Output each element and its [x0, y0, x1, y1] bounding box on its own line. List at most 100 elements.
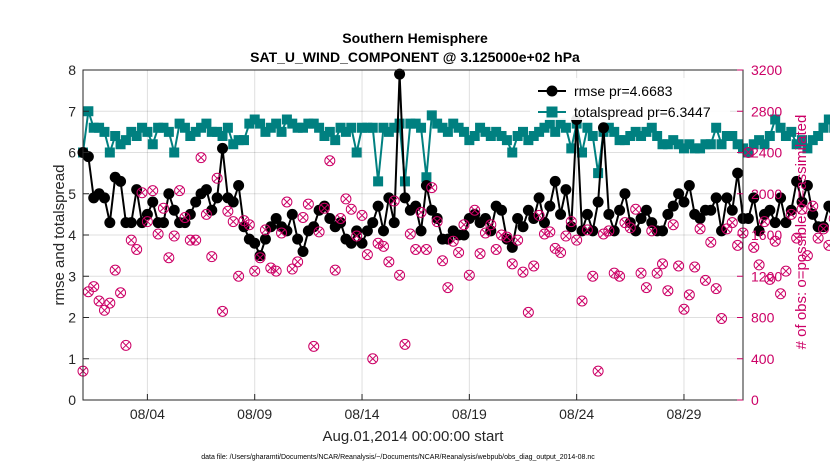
totalspread-point — [678, 143, 689, 154]
totalspread-point — [94, 122, 105, 133]
totalspread-point — [394, 118, 405, 129]
assimilated-obs-point — [390, 197, 399, 205]
totalspread-point — [405, 118, 416, 129]
possible-obs-point — [828, 214, 830, 223]
totalspread-point — [609, 126, 620, 137]
totalspread-point — [700, 139, 711, 150]
assimilated-obs-point — [824, 241, 830, 250]
rmse-point — [640, 204, 652, 216]
totalspread-point — [389, 122, 400, 133]
assimilated-obs-point — [197, 153, 206, 162]
assimilated-obs-point — [497, 231, 506, 239]
rmse-point — [206, 204, 218, 216]
assimilated-obs-point — [599, 230, 608, 238]
possible-obs-point — [640, 282, 652, 294]
left-tick-label: 6 — [68, 145, 76, 161]
possible-obs-point — [340, 193, 352, 205]
possible-obs-point — [270, 265, 282, 277]
possible-obs-point — [152, 228, 164, 240]
totalspread-point — [190, 126, 201, 137]
assimilated-obs-point — [674, 261, 683, 270]
assimilated-obs-point — [207, 252, 216, 261]
right-tick-label: 0 — [751, 392, 759, 408]
possible-obs-point — [597, 228, 609, 240]
possible-obs-point — [614, 270, 626, 282]
rmse-point — [683, 180, 695, 191]
possible-obs-point — [565, 216, 577, 228]
rmse-point — [147, 196, 159, 208]
totalspread-point — [308, 118, 319, 129]
rmse-point — [673, 188, 685, 200]
assimilated-obs-point — [502, 233, 511, 242]
rmse-point — [415, 225, 427, 237]
totalspread-point — [619, 135, 630, 146]
possible-obs-point — [608, 267, 620, 279]
possible-obs-point — [426, 182, 438, 194]
assimilated-obs-point — [561, 232, 570, 240]
assimilated-obs-point — [180, 213, 189, 222]
assimilated-obs-point — [202, 210, 211, 219]
totalspread-point — [196, 122, 207, 133]
totalspread-point — [577, 147, 588, 158]
assimilated-obs-point — [631, 205, 640, 214]
totalspread-point — [770, 114, 781, 125]
assimilated-obs-point — [733, 241, 742, 250]
possible-obs-point — [163, 252, 175, 264]
assimilated-obs-point — [556, 248, 565, 257]
possible-obs-point — [318, 202, 330, 214]
totalspread-point — [351, 147, 362, 158]
assimilated-obs-point — [454, 248, 463, 257]
assimilated-obs-point — [647, 226, 656, 235]
assimilated-obs-point — [524, 308, 533, 317]
assimilated-obs-point — [256, 253, 265, 262]
possible-obs-point — [801, 250, 813, 262]
rmse-point — [581, 208, 593, 220]
possible-obs-point — [635, 267, 647, 279]
rmse-point — [501, 233, 513, 245]
possible-obs-point — [603, 225, 615, 237]
assimilated-obs-point — [690, 263, 699, 271]
rmse-point — [297, 246, 309, 257]
possible-obs-point — [667, 219, 679, 231]
rmse-point — [157, 217, 169, 229]
assimilated-obs-point — [384, 257, 393, 266]
possible-obs-point — [662, 285, 674, 297]
rmse-point — [249, 237, 261, 249]
rmse-point — [522, 204, 534, 216]
possible-obs-point — [689, 261, 701, 273]
possible-obs-point — [699, 274, 711, 286]
totalspread-point — [732, 139, 743, 150]
assimilated-obs-point — [299, 213, 307, 222]
possible-obs-point — [581, 224, 593, 236]
assimilated-obs-point — [315, 227, 324, 236]
totalspread-point — [110, 131, 121, 141]
assimilated-obs-point — [148, 186, 157, 195]
possible-obs-point — [646, 225, 658, 237]
totalspread-point — [137, 122, 148, 133]
left-tick-label: 2 — [68, 310, 76, 326]
totalspread-point — [721, 131, 732, 141]
rmse-point — [98, 192, 110, 204]
rmse-point — [410, 200, 422, 212]
assimilated-obs-point — [379, 242, 388, 251]
totalspread-point — [673, 139, 684, 150]
assimilated-obs-point — [808, 202, 817, 211]
possible-obs-point — [678, 303, 690, 315]
possible-obs-point — [356, 209, 368, 221]
possible-obs-point — [377, 240, 389, 252]
assimilated-obs-point — [792, 234, 801, 243]
rmse-point — [318, 200, 330, 212]
possible-obs-point — [388, 195, 400, 207]
totalspread-point — [646, 122, 657, 133]
assimilated-obs-point — [331, 266, 340, 275]
totalspread-point — [142, 126, 153, 137]
assimilated-obs-point — [272, 267, 281, 276]
totalspread-point — [324, 126, 335, 137]
chart-title-line1: Southern Hemisphere — [342, 30, 488, 46]
possible-obs-point — [88, 281, 100, 293]
rmse-point — [780, 217, 792, 229]
rmse-point — [426, 204, 438, 216]
legend-spread-marker — [546, 106, 558, 118]
rmse-point — [662, 208, 674, 220]
totalspread-point — [201, 118, 212, 129]
